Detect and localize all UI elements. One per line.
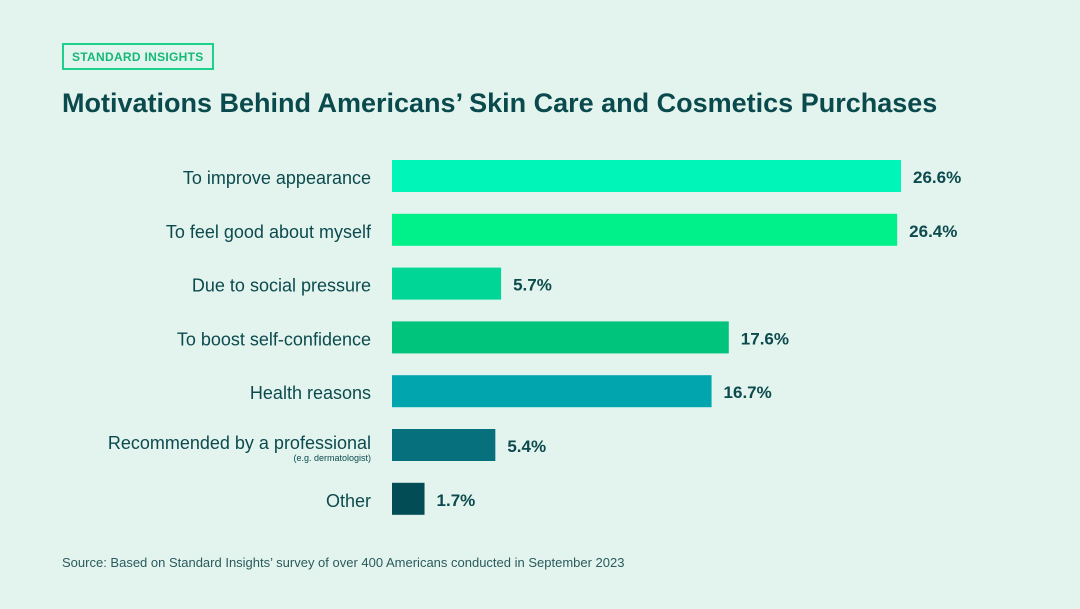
source-note: Source: Based on Standard Insights’ surv… bbox=[62, 555, 625, 570]
category-note: (e.g. dermatologist) bbox=[293, 453, 371, 463]
value-label: 26.4% bbox=[909, 222, 957, 241]
chart-title: Motivations Behind Americans’ Skin Care … bbox=[62, 88, 938, 118]
category-label: To improve appearance bbox=[183, 168, 371, 188]
category-label: Other bbox=[326, 491, 371, 511]
category-label: Due to social pressure bbox=[192, 276, 371, 296]
bar bbox=[392, 160, 901, 192]
brand-badge: STANDARD INSIGHTS bbox=[62, 43, 214, 70]
category-label: Health reasons bbox=[250, 383, 371, 403]
category-label: Recommended by a professional bbox=[108, 433, 371, 453]
value-label: 17.6% bbox=[741, 329, 789, 348]
value-label: 16.7% bbox=[724, 383, 772, 402]
bar bbox=[392, 321, 729, 354]
value-label: 5.7% bbox=[513, 276, 552, 295]
category-label: To feel good about myself bbox=[166, 222, 372, 242]
category-label: To boost self-confidence bbox=[177, 329, 371, 349]
bar bbox=[392, 213, 898, 246]
value-label: 26.6% bbox=[913, 168, 961, 187]
value-label: 1.7% bbox=[437, 491, 476, 510]
bar bbox=[392, 482, 425, 515]
value-label: 5.4% bbox=[507, 437, 546, 456]
bar bbox=[392, 375, 712, 408]
bar bbox=[392, 267, 502, 300]
bar bbox=[392, 429, 496, 461]
